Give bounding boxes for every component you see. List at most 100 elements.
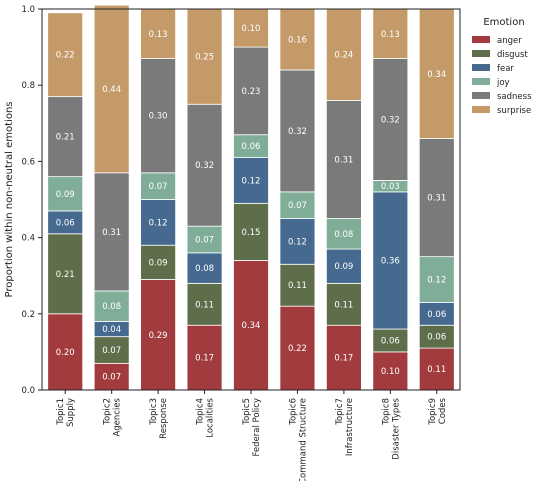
data-label-fear: 0.09 <box>334 262 353 272</box>
bar-segment-surprise <box>279 8 316 71</box>
y-tick-label: 0.8 <box>21 81 35 91</box>
y-tick-label: 0.6 <box>21 157 35 167</box>
data-label-surprise: 0.24 <box>334 51 353 61</box>
data-label-joy: 0.08 <box>102 302 121 312</box>
bar-segment-surprise <box>186 8 223 105</box>
data-label-fear: 0.04 <box>102 325 121 335</box>
bar-segment-anger <box>47 313 84 391</box>
y-axis-label: Proportion within non-neutral emotions <box>4 101 15 297</box>
data-label-anger: 0.29 <box>149 331 168 341</box>
legend-label-fear: fear <box>497 64 514 74</box>
data-label-sadness: 0.32 <box>288 127 307 137</box>
bar-segment-anger <box>325 324 362 391</box>
data-label-sadness: 0.32 <box>381 115 400 125</box>
bar-segment-anger <box>186 324 223 391</box>
bar-segment-sadness <box>418 138 455 258</box>
bar-segment-surprise <box>93 4 130 174</box>
data-label-anger: 0.10 <box>381 367 400 377</box>
bar-segment-sadness <box>47 96 84 178</box>
data-label-fear: 0.36 <box>381 256 400 266</box>
y-tick-label: 0.2 <box>21 310 35 320</box>
data-label-sadness: 0.30 <box>149 112 168 122</box>
data-label-anger: 0.17 <box>334 354 353 364</box>
y-tick-label: 1.0 <box>21 5 35 15</box>
data-label-anger: 0.22 <box>288 344 307 354</box>
data-label-fear: 0.12 <box>288 237 307 247</box>
data-label-sadness: 0.23 <box>242 87 261 97</box>
data-label-joy: 0.07 <box>288 201 307 211</box>
legend-label-sadness: sadness <box>497 92 532 102</box>
bar-segment-anger <box>418 347 455 391</box>
bar-segment-fear <box>140 199 177 246</box>
data-label-joy: 0.07 <box>149 182 168 192</box>
data-label-surprise: 0.34 <box>427 70 446 80</box>
bar-segment-joy <box>279 191 316 219</box>
bar-segment-joy <box>325 218 362 250</box>
x-tick-label: Topic6Command Structure <box>288 398 308 481</box>
data-label-joy: 0.09 <box>56 190 75 200</box>
bar-segment-disgust <box>279 263 316 307</box>
y-axis: 0.0 0.2 0.4 0.6 0.8 1.0 <box>21 5 42 396</box>
bar-segment-fear <box>186 252 223 284</box>
legend: Emotion anger disgust fear joy sadness surpri… <box>472 17 532 116</box>
legend-swatch-fear <box>472 64 490 71</box>
data-label-surprise: 0.10 <box>242 24 261 34</box>
data-label-disgust: 0.11 <box>288 281 307 291</box>
bar-segment-surprise <box>233 8 269 48</box>
data-label-surprise: 0.13 <box>381 30 400 40</box>
bar-segment-surprise <box>418 8 455 139</box>
legend-swatch-sadness <box>472 92 490 99</box>
x-tick-label: Topic2Agencies <box>103 397 123 436</box>
data-label-fear: 0.06 <box>56 218 75 228</box>
data-label-anger: 0.20 <box>56 348 75 358</box>
data-label-sadness: 0.31 <box>334 155 353 165</box>
data-label-joy: 0.08 <box>334 230 353 240</box>
x-tick-label: Topic3Response <box>149 398 169 439</box>
bars-layer: 0.20 0.21 0.06 0.09 0.21 0.22 0.07 0.07 0.04 0.08… <box>47 4 455 391</box>
x-tick-label: Topic5Federal Policy <box>242 398 262 457</box>
legend-label-joy: joy <box>496 78 510 88</box>
bar-segment-fear <box>372 191 409 330</box>
bar-segment-surprise <box>140 8 177 59</box>
bar-segment-sadness <box>186 103 223 227</box>
data-label-sadness: 0.31 <box>102 228 121 238</box>
legend-swatch-anger <box>472 36 490 43</box>
bar-segment-fear <box>233 157 269 204</box>
data-label-fear: 0.12 <box>149 218 168 228</box>
x-axis: Topic1Supply Topic2Agencies Topic3Response… <box>56 390 448 481</box>
data-label-sadness: 0.32 <box>195 161 214 171</box>
bar-segment-joy <box>47 176 84 212</box>
bar-segment-joy <box>93 290 130 322</box>
data-label-joy: 0.03 <box>381 182 400 192</box>
data-label-disgust: 0.06 <box>427 333 446 343</box>
data-label-joy: 0.06 <box>242 142 261 152</box>
x-tick-label: Topic9Codes <box>428 397 448 425</box>
bar-segment-sadness <box>93 172 130 292</box>
data-label-fear: 0.12 <box>242 176 261 186</box>
data-label-surprise: 0.13 <box>149 30 168 40</box>
x-tick-label: Topic1Supply <box>56 398 76 427</box>
data-label-sadness: 0.21 <box>56 133 75 143</box>
bar-segment-anger <box>279 305 316 391</box>
bar-segment-disgust <box>47 233 84 315</box>
bar-segment-anger <box>140 279 177 391</box>
x-tick-label: Topic7Infrastructure <box>335 398 355 456</box>
x-tick-label: Topic8Disaster Types <box>381 397 401 459</box>
data-label-surprise: 0.22 <box>56 51 75 61</box>
bar-segment-anger <box>233 260 269 391</box>
data-label-sadness: 0.31 <box>427 194 446 204</box>
data-label-disgust: 0.06 <box>381 336 400 346</box>
y-tick-label: 0.4 <box>21 234 35 244</box>
data-label-anger: 0.11 <box>427 365 446 375</box>
data-label-surprise: 0.16 <box>288 35 307 45</box>
data-label-fear: 0.08 <box>195 264 214 274</box>
data-label-disgust: 0.11 <box>334 300 353 310</box>
data-label-disgust: 0.21 <box>56 270 75 280</box>
data-label-anger: 0.07 <box>102 373 121 383</box>
bar-segment-surprise <box>47 12 84 98</box>
bar-segment-sadness <box>140 58 177 174</box>
y-tick-label: 0.0 <box>21 386 35 396</box>
legend-title: Emotion <box>483 17 524 28</box>
bar-segment-sadness <box>325 100 362 219</box>
